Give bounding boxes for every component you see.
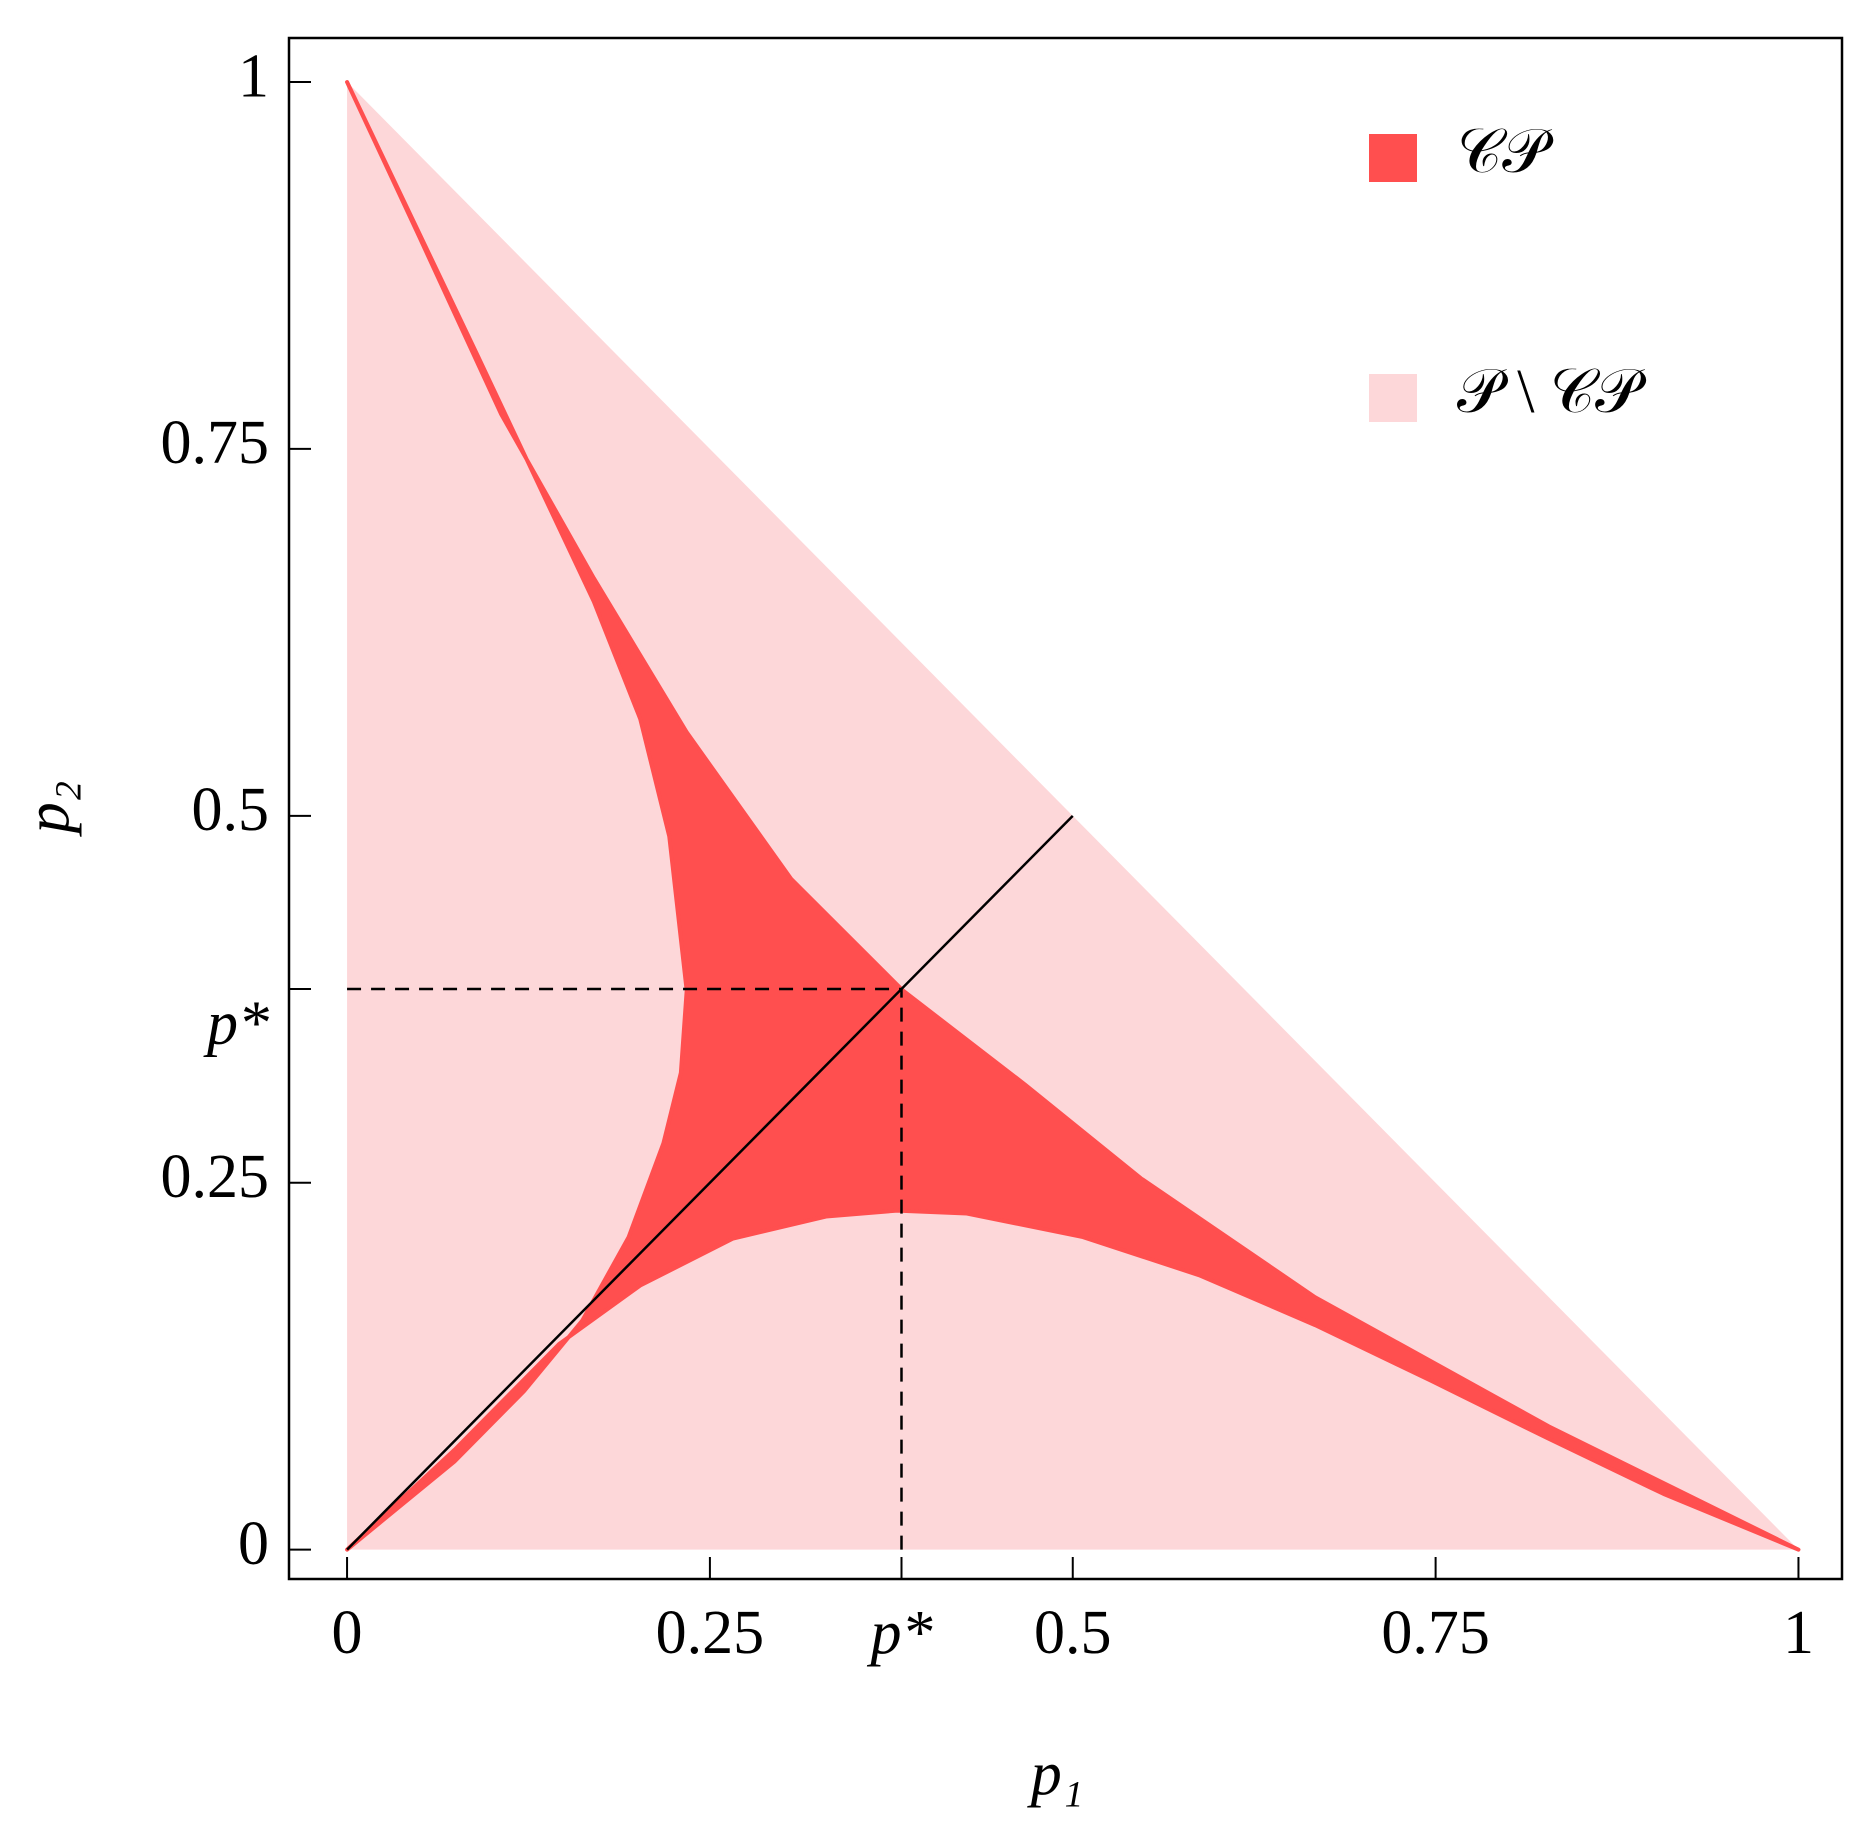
y-tick-label: 0.75 xyxy=(161,409,270,477)
plot-frame xyxy=(287,36,1844,1581)
y-tick-label: 0 xyxy=(238,1510,269,1578)
y-tick-label: 1 xyxy=(238,42,269,110)
legend-swatch xyxy=(1369,134,1417,182)
x-axis-label: p₁ xyxy=(1027,1740,1084,1808)
x-tick-label: 0 xyxy=(332,1599,363,1667)
legend-swatch xyxy=(1369,374,1417,422)
legend-label: 𝒫 \ 𝒞𝒫 xyxy=(1457,358,1647,426)
y-tick-label: p* xyxy=(203,989,269,1057)
y-tick-label: 0.25 xyxy=(161,1143,270,1211)
x-tick-label: 0.75 xyxy=(1381,1599,1490,1667)
legend-label: 𝒞𝒫 xyxy=(1457,118,1554,186)
y-tick-label: 0.5 xyxy=(192,776,270,844)
reference-line xyxy=(346,814,1074,1551)
x-tick-label: p* xyxy=(866,1599,932,1667)
y-axis-label: p₂ xyxy=(14,781,82,838)
x-tick-label: 1 xyxy=(1783,1599,1814,1667)
x-tick-label: 0.25 xyxy=(656,1599,765,1667)
x-tick-label: 0.5 xyxy=(1034,1599,1112,1667)
